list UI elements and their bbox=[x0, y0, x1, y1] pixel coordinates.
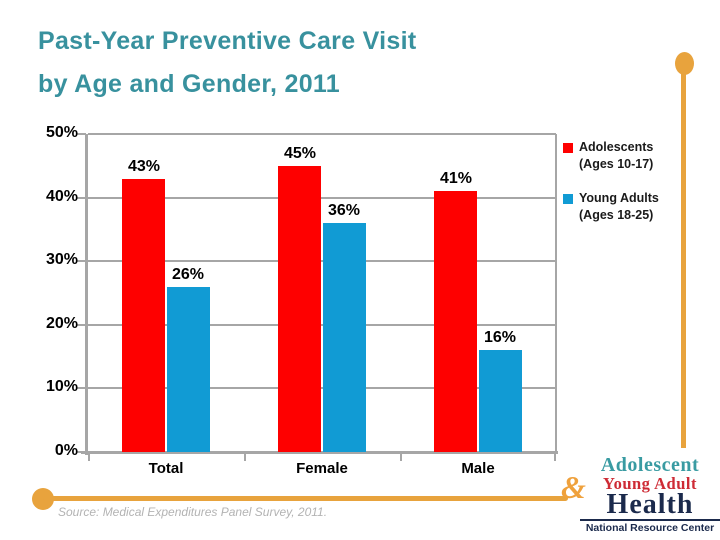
legend-swatch-blue bbox=[563, 194, 573, 204]
y-tick-40 bbox=[77, 196, 86, 199]
bar-young-female bbox=[323, 223, 366, 452]
bar-value-label-adolescents-total: 43% bbox=[127, 157, 161, 175]
gridline-40 bbox=[88, 196, 556, 199]
source-note: Source: Medical Expenditures Panel Surve… bbox=[58, 505, 328, 519]
y-axis-label-30: 30% bbox=[45, 251, 78, 269]
y-axis-label-20: 20% bbox=[45, 314, 78, 332]
legend-label: Adolescents (Ages 10-17) bbox=[579, 139, 653, 173]
bar-value-label-young-male: 16% bbox=[483, 329, 517, 347]
x-tick-0 bbox=[88, 454, 90, 461]
page-title-line1: Past-Year Preventive Care Visit bbox=[38, 27, 417, 55]
x-axis-line bbox=[81, 451, 558, 454]
logo-ampersand: & bbox=[561, 469, 586, 505]
logo-text-health: Health bbox=[606, 489, 694, 520]
gridline-10 bbox=[88, 387, 556, 390]
gridline-20 bbox=[88, 323, 556, 326]
bar-young-total bbox=[167, 286, 210, 452]
x-tick-1 bbox=[244, 454, 246, 461]
y-tick-20 bbox=[77, 323, 86, 326]
bar-adolescents-male bbox=[434, 191, 477, 452]
legend-label-line2: (Ages 10-17) bbox=[579, 157, 654, 171]
plot-right-border bbox=[555, 134, 557, 452]
x-axis-category-total: Total bbox=[148, 460, 184, 477]
chart-legend: Adolescents (Ages 10-17) Young Adults (A… bbox=[563, 139, 659, 241]
y-tick-10 bbox=[77, 387, 86, 390]
bar-value-label-adolescents-female: 45% bbox=[283, 144, 317, 162]
bar-value-label-young-total: 26% bbox=[171, 265, 205, 283]
x-tick-2 bbox=[400, 454, 402, 461]
decorative-dot-top bbox=[675, 52, 694, 75]
page-title-line2: by Age and Gender, 2011 bbox=[38, 70, 340, 98]
logo-text-adolescent: Adolescent bbox=[600, 454, 700, 476]
bar-chart-plot-area: 0% 10% 20% 30% 40% 50% 43% 45% 41% 26% 36% 16% Total… bbox=[46, 124, 558, 477]
y-tick-30 bbox=[77, 260, 86, 263]
y-tick-0 bbox=[77, 451, 86, 453]
x-axis-category-male: Male bbox=[461, 460, 495, 477]
legend-label: Young Adults (Ages 18-25) bbox=[579, 190, 659, 224]
aya-health-logo: & Adolescent Young Adult Health National… bbox=[561, 454, 720, 534]
bar-young-male bbox=[479, 350, 522, 452]
y-axis-label-10: 10% bbox=[45, 378, 78, 396]
gridline-50 bbox=[88, 133, 556, 135]
legend-label-line2: (Ages 18-25) bbox=[579, 208, 654, 222]
legend-item-young-adults: Young Adults (Ages 18-25) bbox=[563, 190, 659, 224]
gridline-30 bbox=[88, 260, 556, 263]
legend-item-adolescents: Adolescents (Ages 10-17) bbox=[563, 139, 659, 173]
x-tick-3 bbox=[554, 454, 556, 461]
y-axis-label-50: 50% bbox=[45, 124, 78, 141]
y-axis-label-0: 0% bbox=[54, 442, 78, 459]
page-title: Past-Year Preventive Care Visit by Age a… bbox=[38, 20, 417, 106]
bar-value-label-adolescents-male: 41% bbox=[439, 170, 473, 188]
decorative-horizontal-line bbox=[43, 496, 568, 501]
logo-text-national-resource-center: National Resource Center bbox=[580, 519, 720, 534]
legend-label-line1: Young Adults bbox=[579, 191, 659, 205]
y-tick-50 bbox=[77, 133, 86, 135]
legend-label-line1: Adolescents bbox=[579, 140, 654, 154]
y-axis-line bbox=[85, 134, 88, 455]
bar-adolescents-total bbox=[122, 178, 165, 452]
legend-swatch-red bbox=[563, 143, 573, 153]
y-axis-label-40: 40% bbox=[45, 187, 78, 205]
logo-text-young-adult: Young Adult bbox=[602, 474, 697, 493]
x-axis-category-female: Female bbox=[296, 460, 348, 477]
bar-adolescents-female bbox=[278, 165, 321, 452]
decorative-vertical-line bbox=[681, 70, 686, 448]
bar-value-label-young-female: 36% bbox=[327, 202, 361, 220]
